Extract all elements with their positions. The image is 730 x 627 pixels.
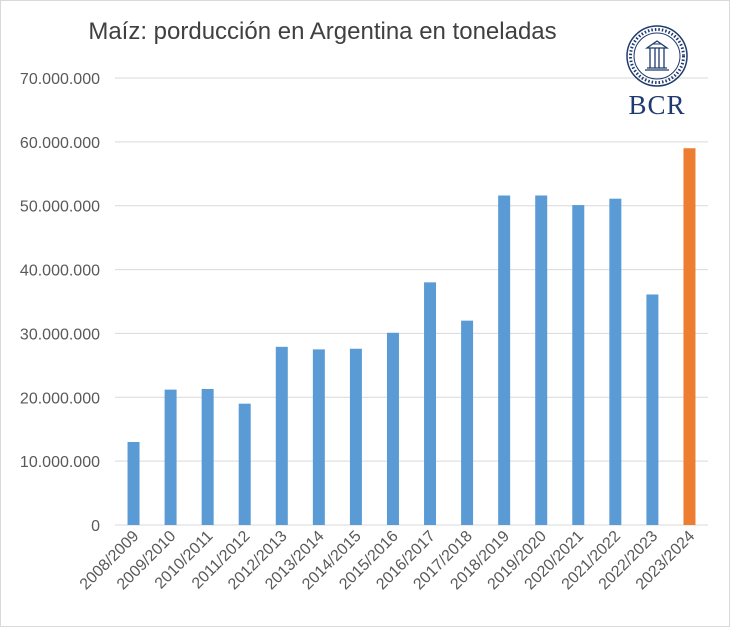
bar xyxy=(572,205,585,525)
bar xyxy=(386,332,399,525)
bar xyxy=(349,348,362,525)
y-tick-label: 40.000.000 xyxy=(20,263,100,280)
y-tick-label: 50.000.000 xyxy=(20,199,100,216)
y-tick-label: 0 xyxy=(91,518,100,535)
bar xyxy=(424,282,437,525)
bar xyxy=(238,403,251,525)
x-axis-ticks: 2008/20092009/20102010/20112011/20122012… xyxy=(77,528,699,594)
bar xyxy=(275,346,288,525)
bar xyxy=(164,389,177,525)
bar xyxy=(127,441,140,525)
y-tick-label: 60.000.000 xyxy=(20,135,100,152)
bar xyxy=(201,388,214,525)
bar xyxy=(498,195,511,526)
bar xyxy=(683,148,696,525)
y-tick-label: 10.000.000 xyxy=(20,454,100,471)
gridlines xyxy=(115,77,708,526)
chart-title: Maíz: porducción en Argentina en tonelad… xyxy=(88,18,557,45)
bcr-seal-icon xyxy=(626,25,688,87)
y-tick-label: 30.000.000 xyxy=(20,326,100,343)
bcr-logo-text: BCR xyxy=(628,90,686,120)
bar xyxy=(535,195,548,526)
y-tick-label: 20.000.000 xyxy=(20,390,100,407)
bar xyxy=(609,198,622,525)
y-axis-ticks: 0 10.000.000 20.000.000 30.000.000 40.000.00… xyxy=(20,71,100,535)
y-tick-label: 70.000.000 xyxy=(20,71,100,88)
bcr-logo: BCR xyxy=(617,22,697,122)
bar xyxy=(312,349,325,525)
bar xyxy=(461,320,474,525)
bars xyxy=(127,148,696,526)
bar xyxy=(646,294,659,525)
